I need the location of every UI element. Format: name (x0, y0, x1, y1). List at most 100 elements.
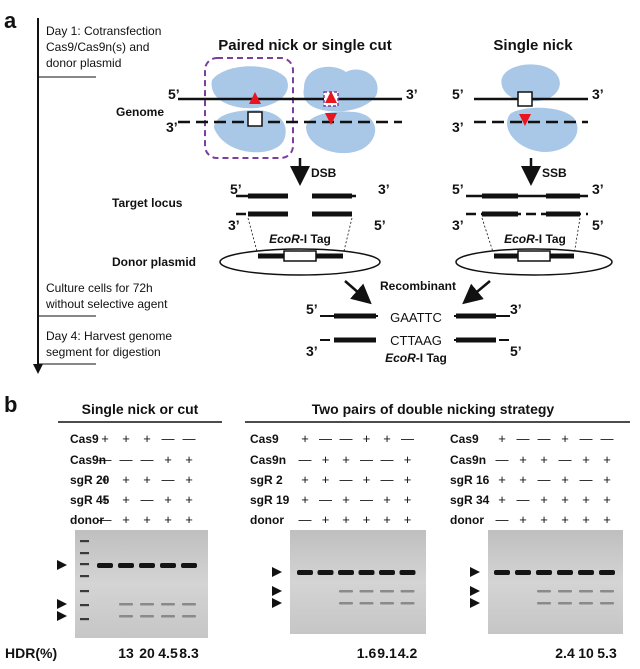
gel1-row-label: donor (70, 513, 104, 527)
gel3-sign: + (498, 431, 506, 446)
gel2-sign: — (360, 452, 373, 467)
gel2-sign: — (381, 472, 394, 487)
gel3-sign: + (561, 472, 569, 487)
gel2-sign: + (342, 512, 350, 527)
band-pointer-icon (272, 586, 282, 596)
cleaved-band (161, 603, 175, 606)
gel1-sign: + (122, 472, 130, 487)
svg-text:3’: 3’ (166, 119, 178, 135)
cleaved-band (140, 615, 154, 618)
svg-text:5’: 5’ (452, 86, 464, 102)
gel1-sign: + (101, 431, 109, 446)
gel3-sign: + (582, 452, 590, 467)
gel3-sign: + (498, 472, 506, 487)
gel1-sign: + (143, 431, 151, 446)
svg-text:Culture cells for 72h: Culture cells for 72h (46, 281, 153, 295)
band-pointer-icon (470, 598, 480, 608)
timeline-day4: Day 4: Harvest genome segment for digest… (38, 329, 172, 365)
cleaved-band (119, 615, 133, 618)
timeline-culture: Culture cells for 72h without selective … (38, 281, 168, 317)
band-pointer-icon (57, 611, 67, 621)
target-locus-paired: 5’ 3’ 3’ 5’ (228, 181, 390, 233)
main-band (317, 570, 334, 575)
gel2-sign: + (404, 512, 412, 527)
gel3-sign: + (498, 492, 506, 507)
gel2-row-label: Cas9 (250, 432, 279, 446)
gel1-sign: — (162, 472, 175, 487)
ladder-band (80, 575, 89, 578)
cleaved-band (558, 602, 572, 605)
panel-a-label: a (4, 8, 17, 33)
svg-text:5’: 5’ (230, 181, 242, 197)
gel2-sign: + (404, 492, 412, 507)
gel2-sign: + (383, 492, 391, 507)
svg-text:Cas9/Cas9n(s) and: Cas9/Cas9n(s) and (46, 40, 149, 54)
gel2-gel-image (290, 530, 426, 634)
gel1-sign: — (141, 452, 154, 467)
gel1-hdr-value: 8.3 (179, 645, 199, 661)
recombinant-sequence: 5’ GAATTC 3’ CTTAAG 3’ 5’ (306, 301, 522, 359)
main-band (297, 570, 313, 575)
svg-text:5’: 5’ (168, 86, 180, 102)
gel-panels: Cas9 + + + — —Cas9n— — — + +sgR 20+ + + — +sgR 45+ + — +… (57, 431, 623, 661)
gel2-sign: + (363, 512, 371, 527)
gel2-sign: — (381, 452, 394, 467)
svg-text:3’: 3’ (306, 343, 318, 359)
gel2-sign: + (342, 492, 350, 507)
gel2-sign: — (319, 492, 332, 507)
cleaved-band (182, 603, 196, 606)
svg-text:5’: 5’ (510, 343, 522, 359)
cas-protein-single-lower (507, 107, 578, 152)
gel3-row-label: Cas9 (450, 432, 479, 446)
cleaved-band (579, 590, 593, 593)
svg-text:GAATTC: GAATTC (390, 310, 442, 325)
gel3-sign: + (603, 472, 611, 487)
svg-text:3’: 3’ (510, 301, 522, 317)
timeline-day1: Day 1: Cotransfection Cas9/Cas9n(s) and … (38, 24, 161, 78)
svg-text:5’: 5’ (452, 181, 464, 197)
cleaved-band (558, 590, 572, 593)
gel1-sign: + (122, 431, 130, 446)
gel2-sign: — (360, 492, 373, 507)
homology-lines (247, 217, 581, 256)
main-band (578, 570, 594, 575)
svg-text:Day 4: Harvest genome: Day 4: Harvest genome (46, 329, 172, 343)
cleaved-band (400, 602, 415, 605)
recombinant-arrow-left (344, 280, 372, 305)
gel1-group: Cas9 + + + — —Cas9n— — — + +sgR 20+ + + — +sgR 45+ + — +… (57, 431, 208, 661)
gel3-sign: + (519, 472, 527, 487)
gel2-sign: + (301, 472, 309, 487)
main-band (139, 563, 155, 568)
gel1-sign: + (143, 472, 151, 487)
gel2-sign: + (363, 431, 371, 446)
dsb-label: DSB (311, 166, 337, 180)
gel3-sign: + (519, 452, 527, 467)
main-band (118, 563, 134, 568)
gel1-sign: + (185, 512, 193, 527)
gel1-row-label: sgR 20 (70, 473, 110, 487)
ecori-tag-label-recombinant: EcoR-I Tag (385, 351, 447, 365)
svg-text:3’: 3’ (228, 217, 240, 233)
gel2-row-label: donor (250, 513, 284, 527)
gel2-sign: — (340, 472, 353, 487)
recombinant-arrow-right (462, 280, 491, 305)
gel3-hdr-value: 10 (578, 645, 594, 661)
gel3-sign: — (517, 492, 530, 507)
gel2-sign: + (322, 472, 330, 487)
gel3-sign: — (538, 472, 551, 487)
main-band (97, 563, 113, 568)
gel2-sign: + (383, 512, 391, 527)
gel3-row-label: Cas9n (450, 453, 486, 467)
gel3-hdr-value: 5.3 (597, 645, 617, 661)
main-band (379, 570, 395, 575)
band-pointer-icon (272, 567, 282, 577)
band-pointer-icon (272, 598, 282, 608)
gel3-sign: + (603, 512, 611, 527)
gel1-sign: + (185, 452, 193, 467)
gel3-sign: + (582, 512, 590, 527)
gel3-row-label: donor (450, 513, 484, 527)
panel-b-label: b (4, 392, 17, 417)
svg-text:3’: 3’ (592, 86, 604, 102)
cleaved-band (339, 590, 353, 593)
svg-text:5’: 5’ (374, 217, 386, 233)
